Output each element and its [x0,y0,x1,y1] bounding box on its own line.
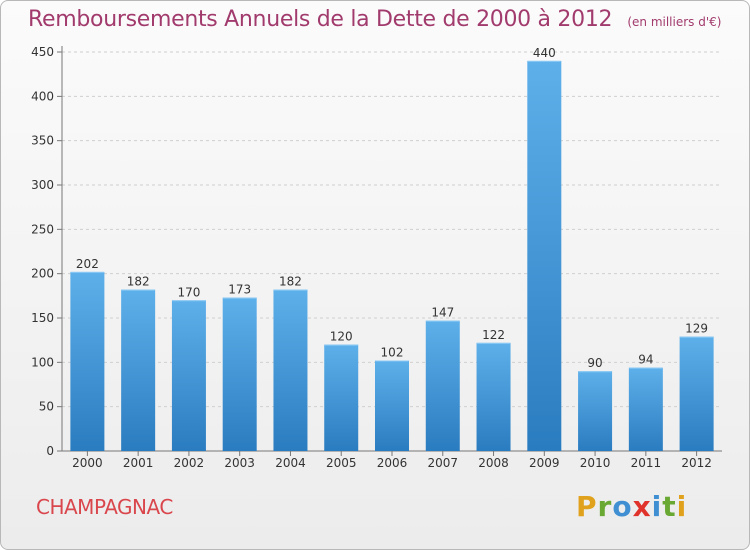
y-tick-label: 50 [39,400,54,414]
y-tick-label: 100 [31,355,54,369]
value-label: 90 [587,356,602,370]
x-tick-label: 2000 [72,456,103,470]
chart-title: Remboursements Annuels de la Dette de 20… [28,7,613,32]
x-tick-label: 2006 [377,456,408,470]
bar-2002 [171,300,206,451]
title-row: Remboursements Annuels de la Dette de 20… [28,7,721,32]
bar-2012 [679,336,714,451]
value-label: 182 [279,275,302,289]
bar-2011 [628,367,663,451]
value-label: 202 [76,257,99,271]
value-label: 122 [482,328,505,342]
chart-subtitle: (en milliers d'€) [627,15,722,29]
y-tick-label: 200 [31,267,54,281]
x-tick-label: 2004 [275,456,306,470]
value-label: 120 [330,330,353,344]
y-tick-label: 450 [31,45,54,59]
bar-2001 [121,289,156,451]
x-tick-label: 2010 [580,456,611,470]
value-label: 173 [228,283,251,297]
y-tick-label: 400 [31,89,54,103]
x-tick-label: 2002 [174,456,205,470]
y-tick-label: 300 [31,178,54,192]
proxiti-logo: Proxiti [576,490,688,523]
value-label: 170 [177,285,200,299]
value-label: 147 [431,306,454,320]
x-tick-label: 2011 [631,456,662,470]
bar-2000 [70,271,105,451]
bar-2003 [222,297,257,451]
bar-2009 [527,60,562,451]
bars [70,60,714,451]
x-tick-label: 2007 [427,456,458,470]
x-tick-label: 2009 [529,456,560,470]
value-label: 102 [381,346,404,360]
bar-2008 [476,342,511,451]
value-label: 94 [638,353,653,367]
labels: 0 50 100 150 200 250 300 350 400 450 202 2000 182 200… [31,45,712,470]
y-tick-label: 350 [31,134,54,148]
value-label: 182 [127,275,150,289]
commune-name: CHAMPAGNAC [36,495,173,519]
value-label: 440 [533,46,556,60]
bar-2007 [425,320,460,451]
bar-2010 [578,371,613,451]
x-tick-label: 2012 [681,456,712,470]
bar-2004 [273,289,308,451]
y-tick-label: 150 [31,311,54,325]
x-tick-label: 2003 [224,456,255,470]
y-tick-label: 0 [46,444,54,458]
bar-2006 [375,360,409,451]
value-label: 129 [685,322,708,336]
x-tick-label: 2005 [326,456,357,470]
x-tick-label: 2008 [478,456,509,470]
y-tick-label: 250 [31,222,54,236]
bar-2005 [324,344,359,451]
x-tick-label: 2001 [123,456,154,470]
